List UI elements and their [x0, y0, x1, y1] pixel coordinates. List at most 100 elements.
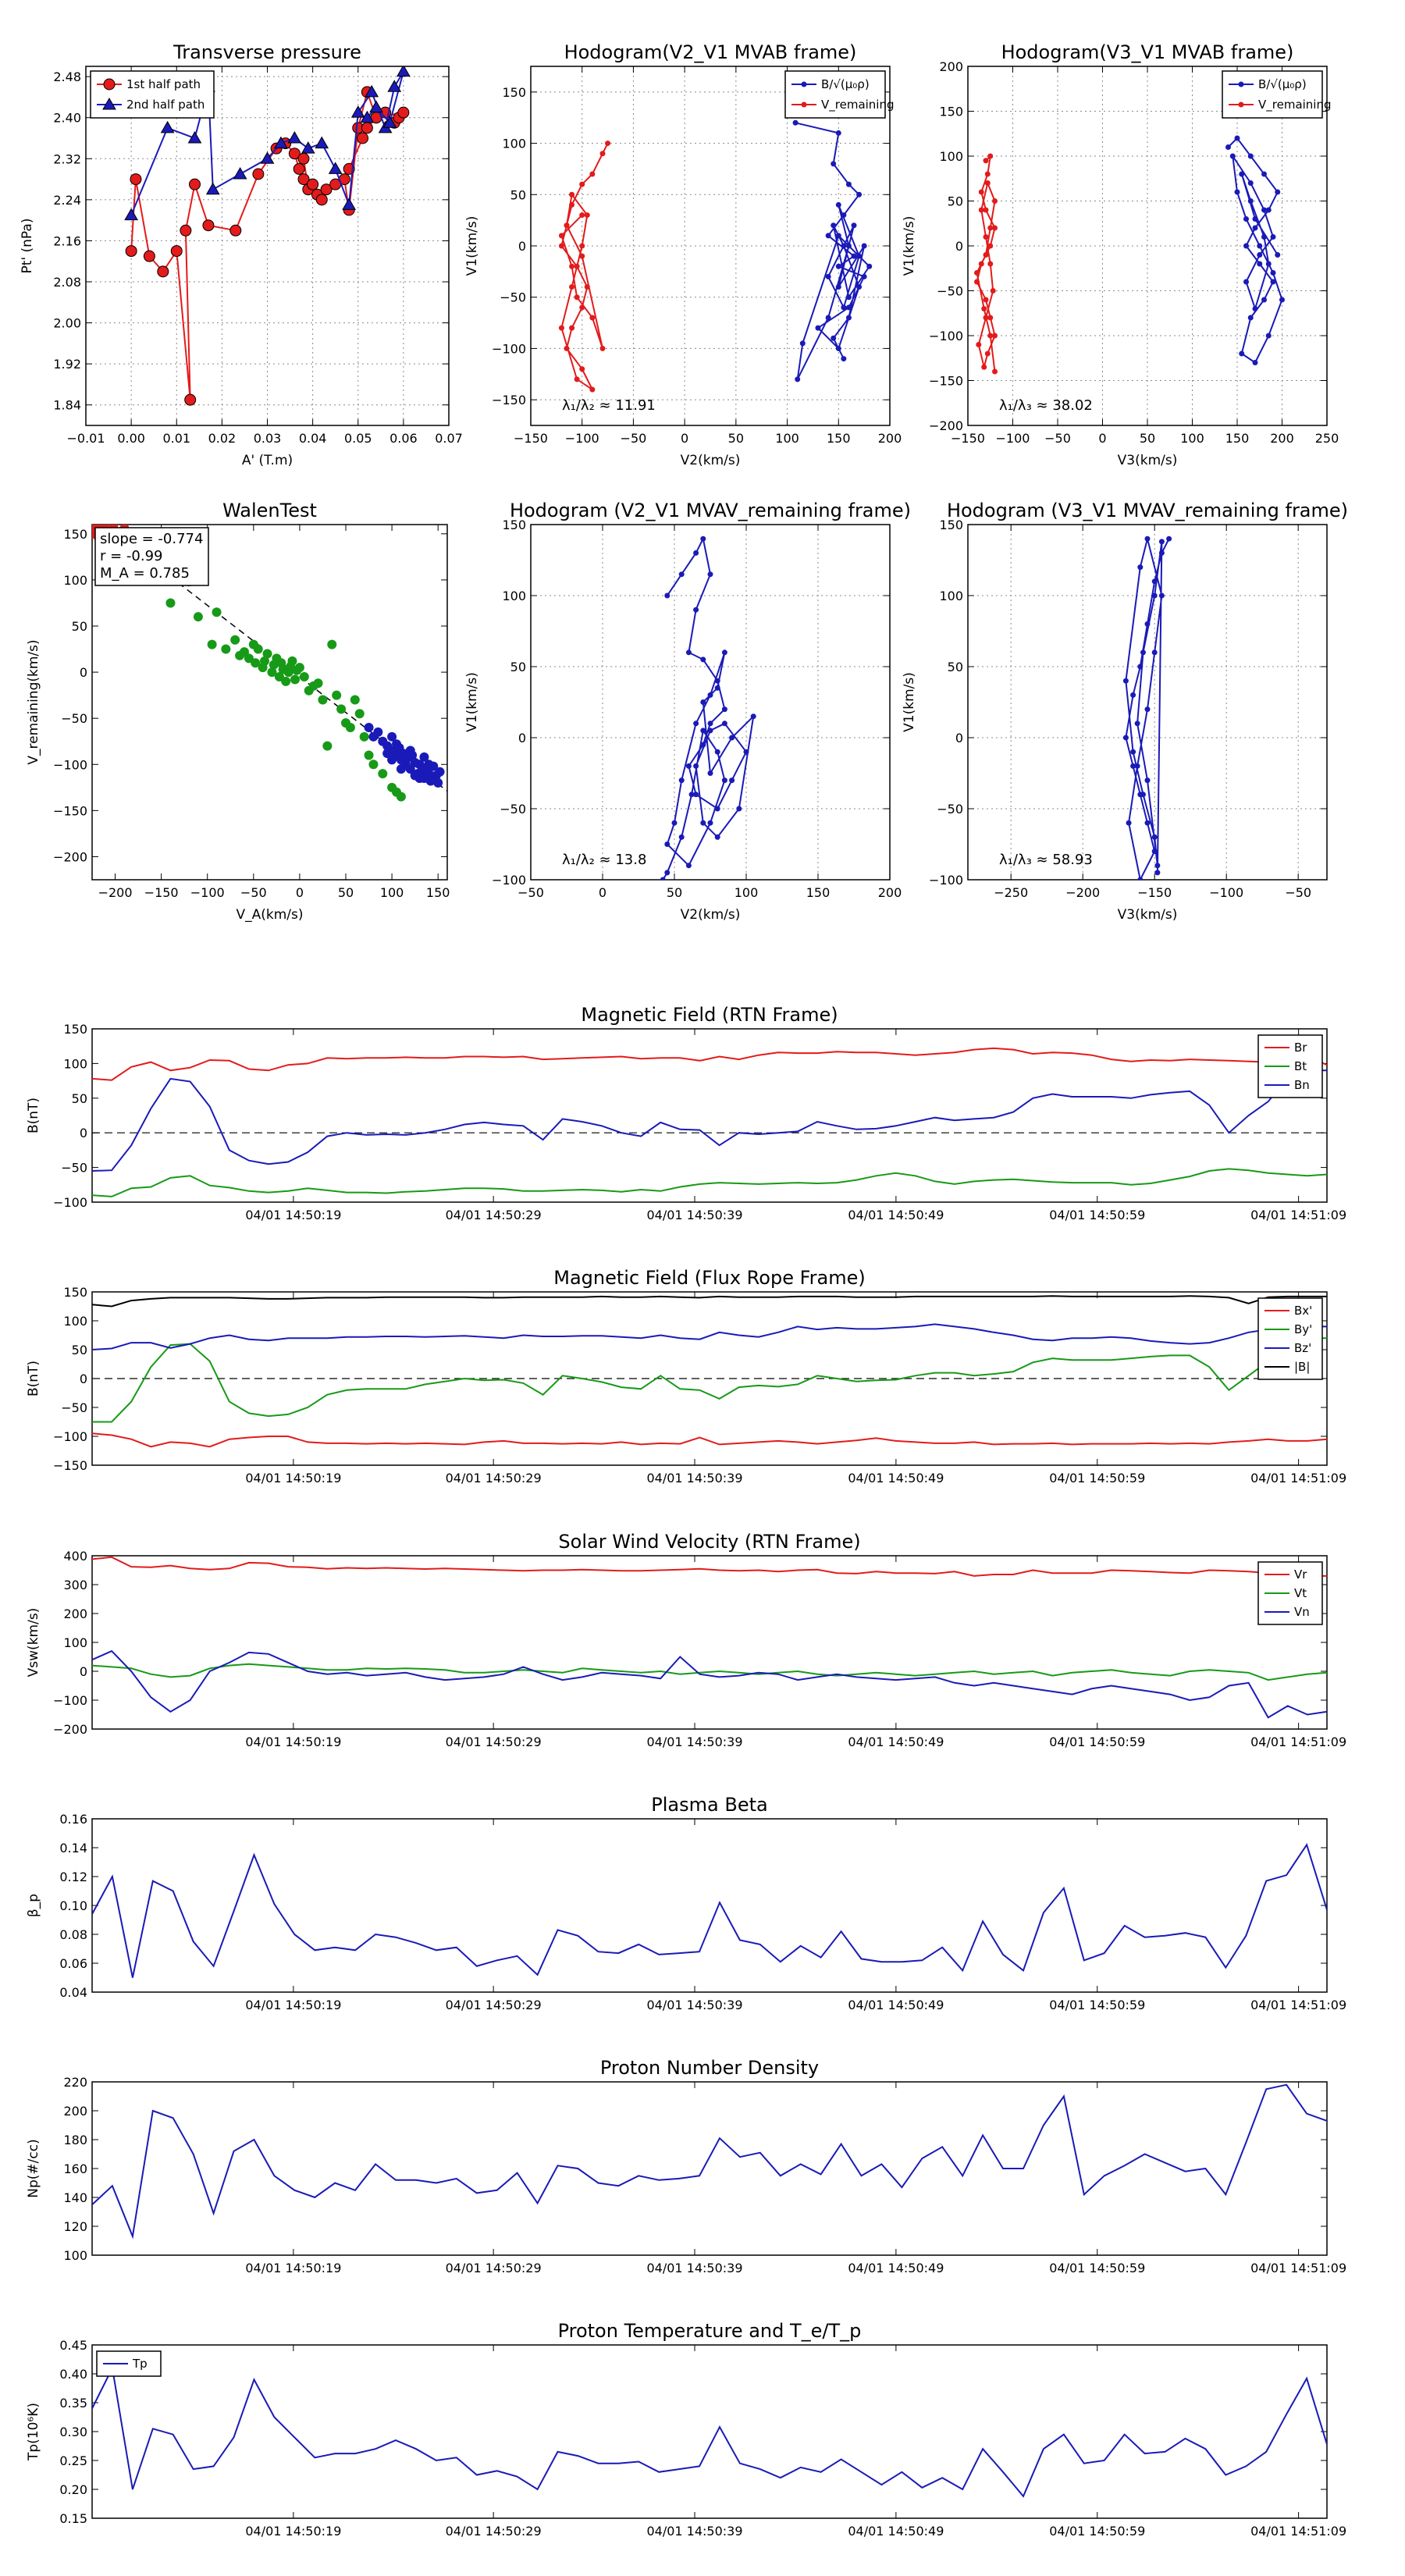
y-tick-label: 2.32	[53, 151, 81, 166]
data-point	[1275, 252, 1281, 258]
x-tick-label: 04/01 14:50:39	[646, 2261, 742, 2275]
series-line	[560, 143, 609, 392]
y-tick-label: 0.16	[59, 1812, 87, 1827]
data-point	[984, 180, 991, 186]
data-point	[1137, 664, 1144, 670]
y-tick-label: 100	[502, 589, 526, 603]
y-tick-label: 100	[63, 1635, 87, 1650]
plot-frame	[91, 2344, 1328, 2519]
data-point	[392, 739, 401, 749]
data-point	[1234, 189, 1240, 195]
data-point	[987, 153, 994, 159]
data-point	[1234, 135, 1240, 141]
data-point	[328, 162, 343, 174]
data-point	[294, 663, 304, 673]
y-tick-label: −50	[61, 1400, 87, 1415]
data-point	[184, 393, 197, 406]
series-line	[92, 1069, 1327, 1172]
data-point	[584, 212, 590, 219]
data-point	[345, 723, 355, 732]
data-point	[125, 245, 137, 258]
data-point	[974, 279, 980, 285]
data-point	[984, 171, 991, 177]
x-tick-label: 0.01	[162, 431, 190, 446]
x-tick-label: 04/01 14:50:39	[646, 1471, 742, 1485]
data-point	[1265, 333, 1272, 339]
y-tick-label: 100	[939, 149, 963, 164]
data-point	[313, 678, 323, 688]
data-point	[851, 253, 857, 259]
data-point	[841, 243, 847, 249]
x-tick-label: 04/01 14:51:09	[1250, 1998, 1346, 2012]
legend-marker	[103, 78, 116, 91]
data-point	[714, 749, 720, 755]
y-tick-label: −150	[53, 1458, 87, 1473]
legend-label: V_remaining	[821, 98, 895, 112]
chart-title: Hodogram (V2_V1 MVAV_remaining frame)	[510, 500, 911, 521]
y-tick-label: 0	[80, 1126, 87, 1140]
data-point	[364, 723, 374, 732]
plot-area	[92, 2345, 1327, 2518]
legend-box	[784, 70, 886, 119]
data-point	[1257, 252, 1263, 258]
legend-marker	[1238, 81, 1244, 87]
data-point	[558, 325, 564, 331]
data-point	[992, 333, 998, 339]
data-point	[1137, 564, 1144, 571]
data-point	[569, 191, 575, 197]
data-point	[589, 315, 596, 321]
y-tick-label: −100	[492, 341, 526, 356]
data-point	[1140, 649, 1146, 656]
plot-area	[92, 1029, 1327, 1202]
x-tick-label: 04/01 14:50:39	[646, 1208, 742, 1222]
data-point	[1243, 243, 1249, 249]
y-tick-label: 0.40	[59, 2367, 87, 2382]
data-point	[322, 741, 333, 751]
data-point	[1166, 535, 1172, 542]
x-tick-label: 200	[878, 431, 902, 446]
data-point	[419, 752, 429, 762]
data-point	[589, 386, 596, 393]
legend-label: 2nd half path	[126, 98, 205, 112]
data-point	[1158, 592, 1165, 599]
y-tick-label: 160	[63, 2161, 87, 2176]
data-point	[1261, 207, 1267, 213]
legend-marker	[1238, 101, 1244, 108]
plot-marks	[660, 535, 756, 880]
plot-frame	[967, 66, 1328, 426]
y-tick-label: 50	[948, 194, 963, 209]
plot-area	[92, 1819, 1327, 1992]
data-point	[1130, 692, 1136, 698]
data-point	[579, 181, 585, 187]
data-point	[1144, 777, 1151, 784]
data-point	[987, 261, 994, 267]
plot-area	[92, 2082, 1327, 2255]
x-tick-label: 100	[380, 885, 404, 900]
x-tick-label: 04/01 14:50:29	[446, 2524, 542, 2539]
data-point	[574, 294, 580, 301]
data-point	[1243, 216, 1249, 222]
y-axis-label: V1(km/s)	[464, 672, 480, 732]
data-point	[1252, 360, 1258, 365]
plot-frame	[530, 524, 891, 881]
data-point	[1126, 820, 1132, 826]
data-point	[700, 535, 706, 542]
chart-h4: −100 −50 0 50 100 150 −250 −200 −150 −100 −50 Hodog…	[902, 500, 1348, 923]
data-point	[861, 273, 867, 279]
x-tick-label: 04/01 14:50:49	[848, 1471, 944, 1485]
y-tick-label: 50	[510, 187, 526, 202]
plot-area	[968, 525, 1327, 880]
data-point	[1151, 592, 1158, 599]
x-tick-label: −150	[514, 431, 548, 446]
data-point	[978, 261, 984, 267]
x-tick-label: 04/01 14:50:39	[646, 1735, 742, 1749]
y-tick-label: 0.04	[59, 1985, 87, 2000]
series-line	[92, 1432, 1327, 1448]
y-tick-label: 0.08	[59, 1927, 87, 1942]
y-tick-label: −200	[53, 849, 87, 864]
y-tick-label: 0.35	[59, 2396, 87, 2411]
data-point	[369, 100, 383, 113]
data-point	[569, 263, 575, 269]
data-point	[714, 678, 720, 684]
